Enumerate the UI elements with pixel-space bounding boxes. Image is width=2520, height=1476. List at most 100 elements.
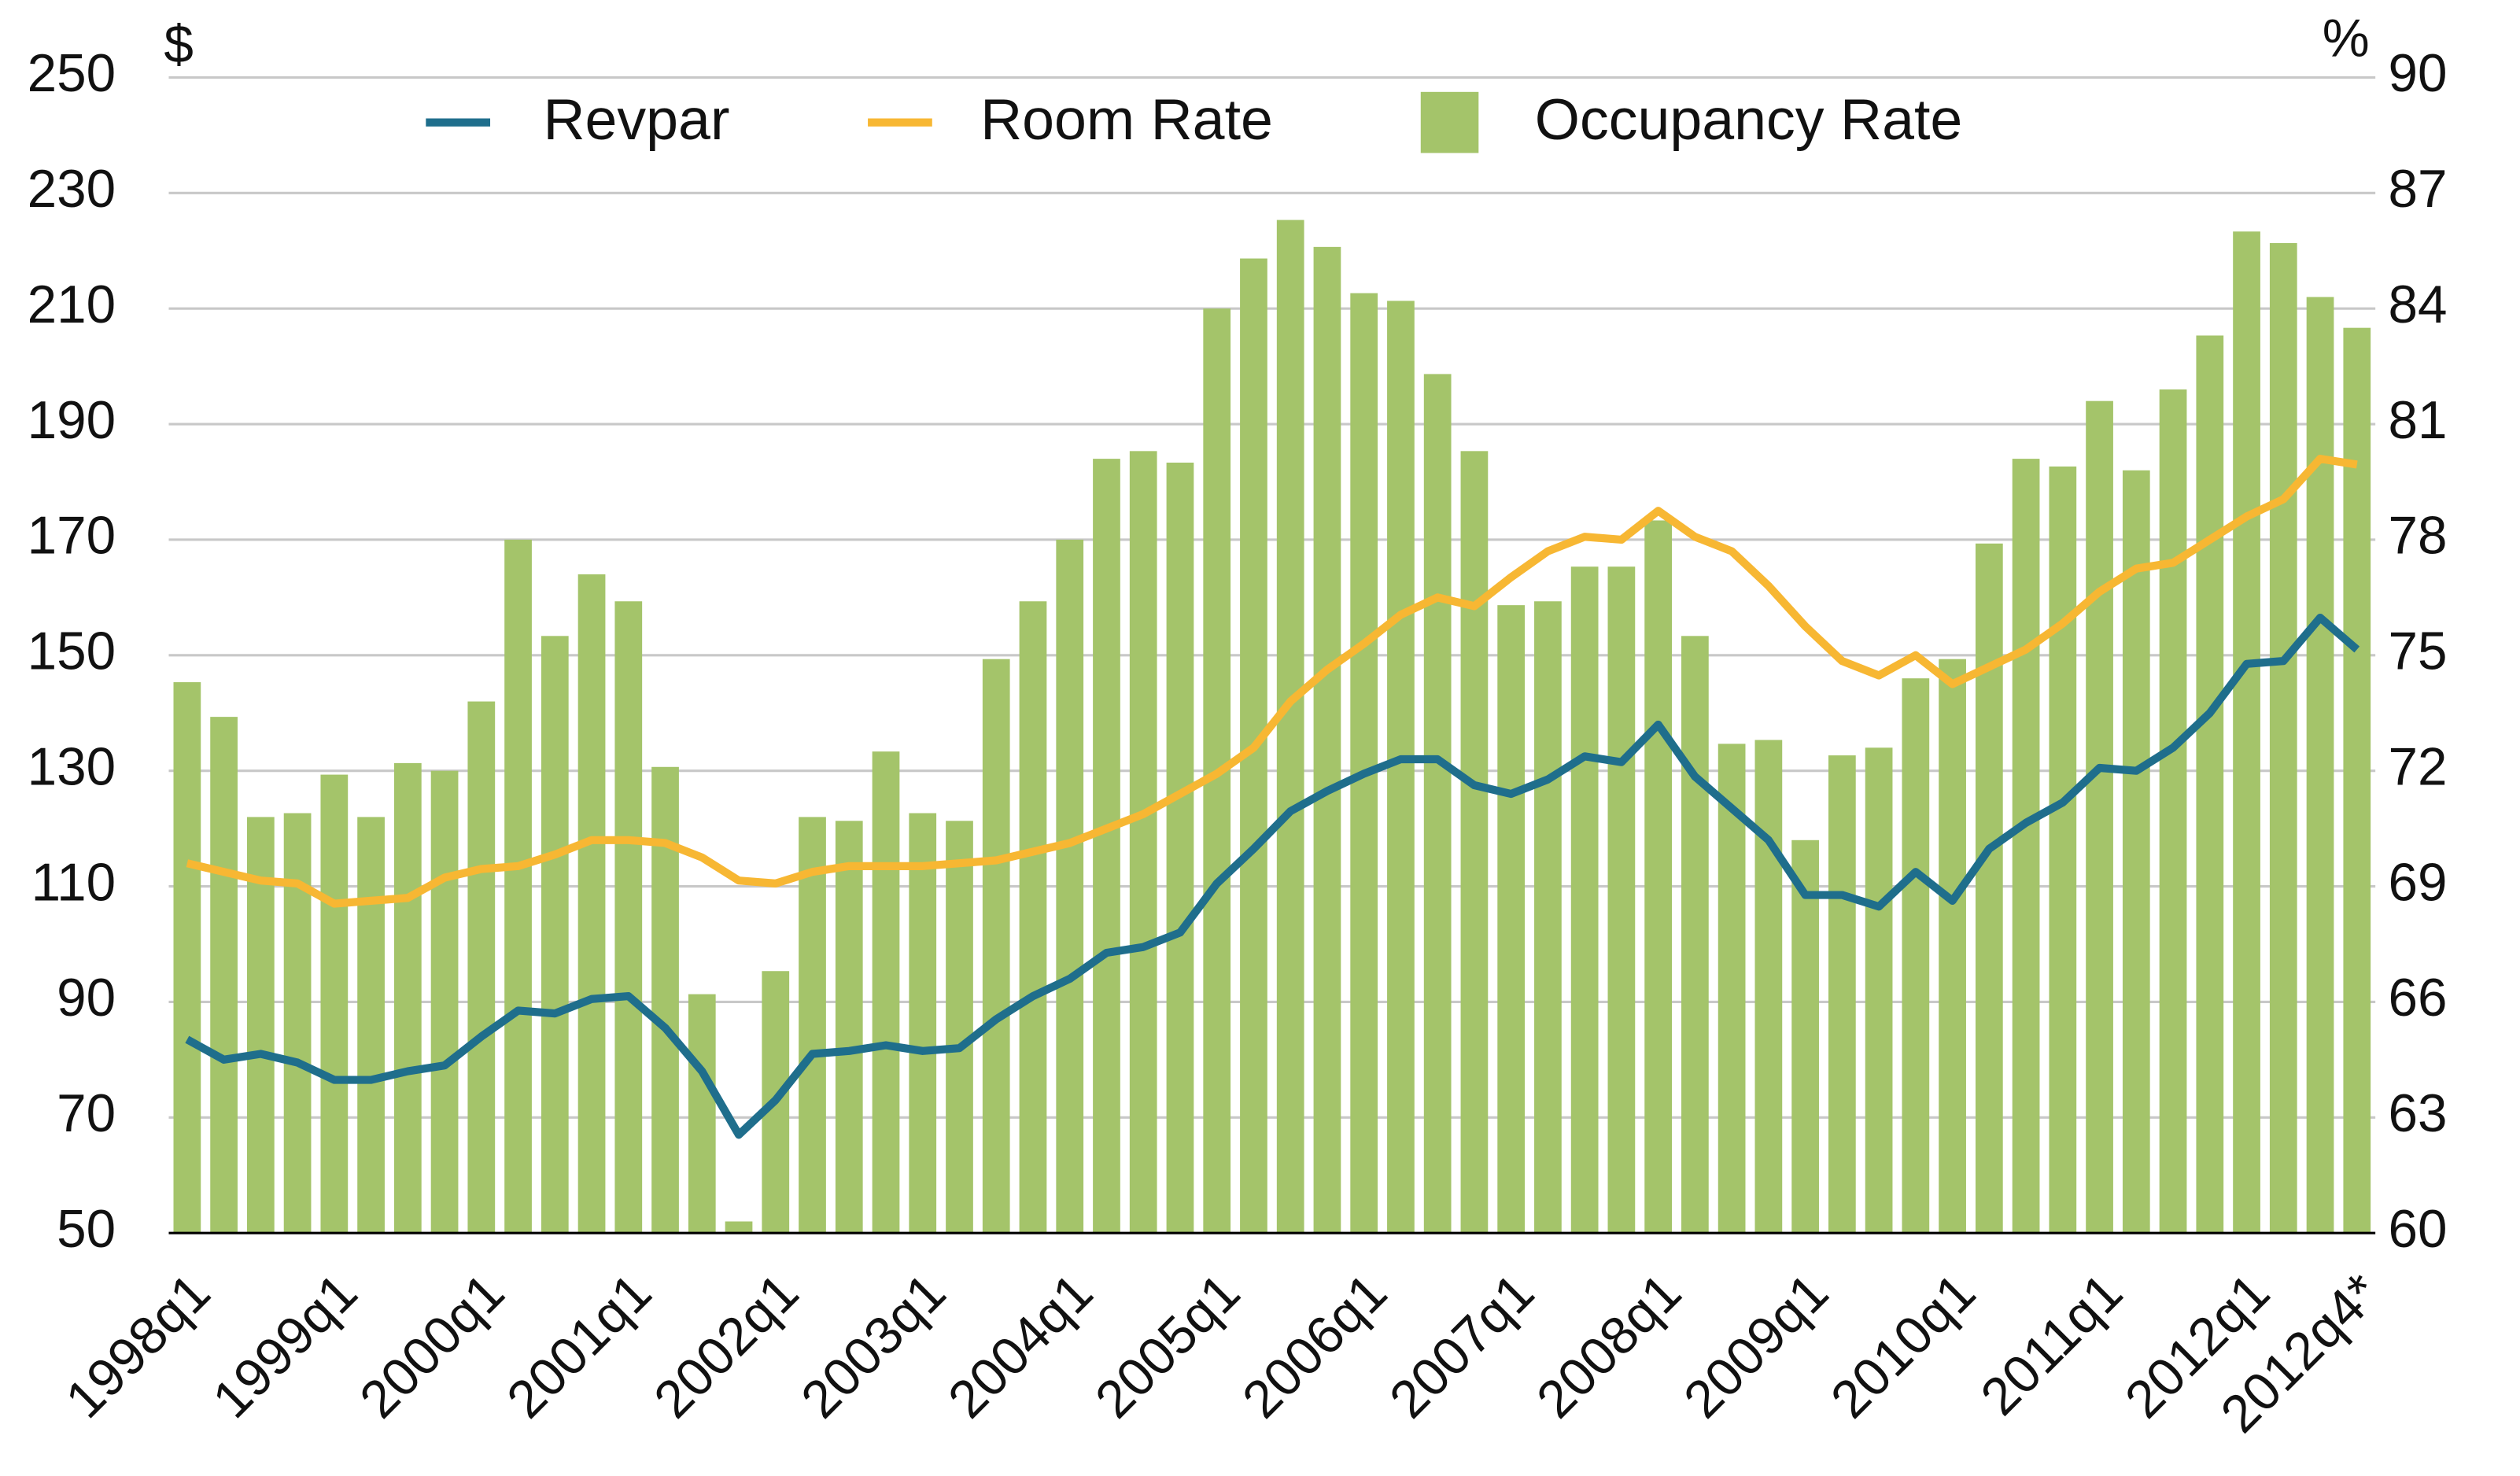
bar — [1423, 374, 1452, 1234]
bar — [1570, 566, 1599, 1234]
bar — [1276, 220, 1304, 1234]
y-tick-label: 130 — [28, 737, 116, 796]
x-tick-label: 2006q1 — [1231, 1263, 1398, 1430]
bar — [1644, 520, 1673, 1234]
line-series — [186, 455, 2358, 908]
bar — [982, 659, 1010, 1234]
bar — [2269, 242, 2297, 1234]
x-tick-label: 2005q1 — [1084, 1263, 1251, 1430]
legend-swatch — [1420, 91, 1479, 153]
y-tick-label: 210 — [28, 275, 116, 334]
bar — [799, 817, 826, 1234]
bar — [835, 821, 863, 1234]
y-tick-label: 50 — [57, 1200, 116, 1259]
bar — [2012, 459, 2040, 1234]
y-tick-label: 250 — [28, 44, 116, 103]
bar — [946, 821, 973, 1234]
bar — [504, 539, 532, 1234]
bar — [246, 817, 275, 1234]
bar — [1166, 463, 1194, 1234]
bar — [1313, 246, 1341, 1234]
y2-tick-label: 66 — [2388, 969, 2447, 1028]
line-series — [185, 613, 2360, 1139]
x-tick-label: 2000q1 — [349, 1263, 515, 1430]
bar — [1681, 636, 1709, 1234]
bar — [614, 601, 643, 1234]
bar — [430, 770, 459, 1234]
x-tick-label: 2011q1 — [1970, 1263, 2134, 1427]
bar — [872, 751, 900, 1234]
bar — [2306, 297, 2334, 1234]
y-tick-label: 230 — [28, 160, 116, 219]
bar — [2086, 400, 2113, 1234]
y2-tick-label: 75 — [2388, 622, 2447, 681]
x-tick-label: 2002q1 — [643, 1263, 810, 1430]
y-tick-label: 170 — [28, 507, 116, 566]
bar — [1791, 839, 1819, 1234]
y-tick-label: 110 — [31, 853, 116, 912]
legend-label: Revpar — [543, 87, 729, 152]
bar — [2122, 470, 2150, 1234]
bar — [1350, 293, 1378, 1234]
y2-tick-label: 84 — [2388, 275, 2447, 334]
x-tick-label: 1998q1 — [54, 1263, 221, 1430]
bar — [1497, 605, 1526, 1234]
x-tick-label: 2001q1 — [496, 1263, 662, 1430]
y-tick-label: 90 — [57, 969, 116, 1028]
bar — [1534, 601, 1562, 1234]
bar — [210, 717, 238, 1234]
bars — [173, 220, 2371, 1234]
bar — [1019, 601, 1047, 1234]
bar — [909, 813, 937, 1234]
bar — [1754, 740, 1783, 1234]
bar — [1939, 659, 1966, 1234]
bar — [2049, 466, 2077, 1234]
bar — [1865, 747, 1893, 1234]
bar — [1902, 678, 1930, 1234]
legend-label: Occupancy Rate — [1535, 87, 1962, 152]
bar — [651, 766, 679, 1234]
x-tick-label: 1999q1 — [201, 1263, 368, 1430]
y2-tick-label: 78 — [2388, 507, 2447, 566]
x-tick-label: 2004q1 — [937, 1263, 1104, 1430]
x-tick-label: 2003q1 — [790, 1263, 957, 1430]
y2-tick-label: 81 — [2388, 391, 2447, 450]
x-tick-label: 2007q1 — [1378, 1263, 1545, 1430]
bar — [357, 817, 385, 1234]
y-tick-label: 150 — [28, 622, 116, 681]
x-tick-label: 2010q1 — [1820, 1263, 1987, 1430]
bar — [2233, 231, 2260, 1234]
bar — [577, 574, 606, 1234]
bar — [283, 813, 312, 1234]
bar — [2196, 335, 2224, 1234]
bar — [725, 1221, 753, 1234]
x-tick-label: 2009q1 — [1673, 1263, 1839, 1430]
bar — [1129, 451, 1157, 1234]
y2-axis-label: % — [2323, 9, 2370, 68]
y-tick-label: 190 — [28, 391, 116, 450]
bar — [1828, 755, 1856, 1234]
y2-tick-label: 72 — [2388, 737, 2447, 796]
bar — [1718, 744, 1746, 1234]
x-tick-label: 2008q1 — [1526, 1263, 1692, 1430]
bar — [467, 701, 496, 1234]
bar — [1056, 539, 1084, 1234]
y-axis-label: $ — [164, 15, 194, 74]
y2-tick-label: 63 — [2388, 1084, 2447, 1143]
y2-tick-label: 60 — [2388, 1200, 2447, 1259]
y-tick-label: 70 — [57, 1084, 116, 1143]
bar — [2159, 389, 2187, 1234]
bar — [2343, 327, 2371, 1234]
bar — [1460, 451, 1489, 1234]
bar — [320, 774, 349, 1234]
legend-label: Room Rate — [980, 87, 1273, 152]
bar — [541, 636, 569, 1234]
bar — [1607, 566, 1636, 1234]
y2-tick-label: 90 — [2388, 44, 2447, 103]
bar — [173, 682, 201, 1234]
y2-tick-label: 69 — [2388, 853, 2447, 912]
grid — [168, 76, 2376, 1119]
bar — [393, 762, 422, 1234]
bar — [1093, 459, 1120, 1234]
